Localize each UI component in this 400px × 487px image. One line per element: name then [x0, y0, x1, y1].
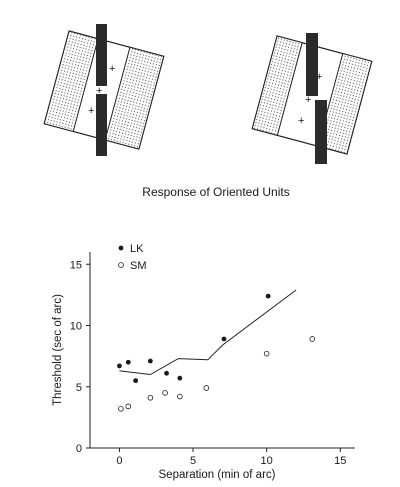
y-axis-ticks: 0 5 10 15 [70, 259, 90, 455]
point-lk [221, 336, 227, 342]
point-sm [309, 336, 316, 342]
point-lk [177, 375, 183, 381]
figure-caption: Response of Oriented Units [142, 185, 289, 199]
point-sm [177, 393, 183, 400]
point-lk [147, 358, 153, 364]
point-lk [164, 370, 169, 376]
point-sm [147, 394, 154, 401]
point-lk [133, 378, 139, 384]
threshold-chart: 0 5 10 15 0 5 10 15 LK SM Separation (min of a… [52, 243, 355, 481]
right-grating-stripe-dotted [317, 52, 373, 155]
legend-sm-marker [118, 262, 124, 268]
x-axis-label: Separation (min of arc) [159, 469, 276, 481]
plus-sign: + [109, 63, 115, 75]
data-points [117, 293, 316, 412]
plus-sign: + [316, 71, 322, 83]
x-tick-label: 5 [190, 455, 196, 467]
y-tick-label: 5 [76, 382, 82, 394]
plus-sign: + [298, 115, 304, 127]
model-line [119, 289, 297, 376]
left-grating-stripe-dotted [43, 30, 99, 133]
point-sm [263, 350, 270, 357]
right-unit-bar-lower [315, 100, 327, 164]
left-grating-stripe-dotted [104, 46, 165, 150]
right-oriented-units-diagram: + + + [251, 33, 373, 164]
right-grating-stripe-dotted [251, 35, 303, 137]
point-lk [117, 363, 122, 369]
x-tick-label: 10 [261, 455, 273, 467]
y-tick-label: 10 [70, 321, 82, 333]
point-sm [125, 403, 132, 410]
left-oriented-units-diagram: + + + [43, 24, 165, 156]
left-unit-bar-lower [96, 94, 107, 156]
point-lk [265, 293, 271, 299]
plus-sign: + [88, 105, 94, 117]
point-lk [125, 359, 131, 365]
plus-sign: + [305, 94, 311, 106]
y-tick-label: 0 [76, 443, 82, 455]
legend-lk-marker [118, 245, 124, 251]
y-tick-label: 15 [70, 259, 82, 271]
legend: LK SM [118, 243, 147, 272]
legend-sm-label: SM [130, 260, 147, 272]
point-sm [118, 405, 124, 412]
y-axis-label: Threshold (sec of arc) [52, 294, 64, 406]
left-unit-bar-upper [96, 24, 107, 86]
point-sm [162, 390, 168, 396]
x-tick-label: 0 [116, 455, 122, 467]
right-unit-bar-upper [306, 33, 318, 96]
legend-lk-label: LK [130, 243, 144, 255]
plus-sign: + [96, 85, 102, 97]
point-sm [203, 385, 210, 391]
x-tick-label: 15 [334, 455, 346, 467]
x-axis-ticks: 0 5 10 15 [116, 448, 346, 467]
